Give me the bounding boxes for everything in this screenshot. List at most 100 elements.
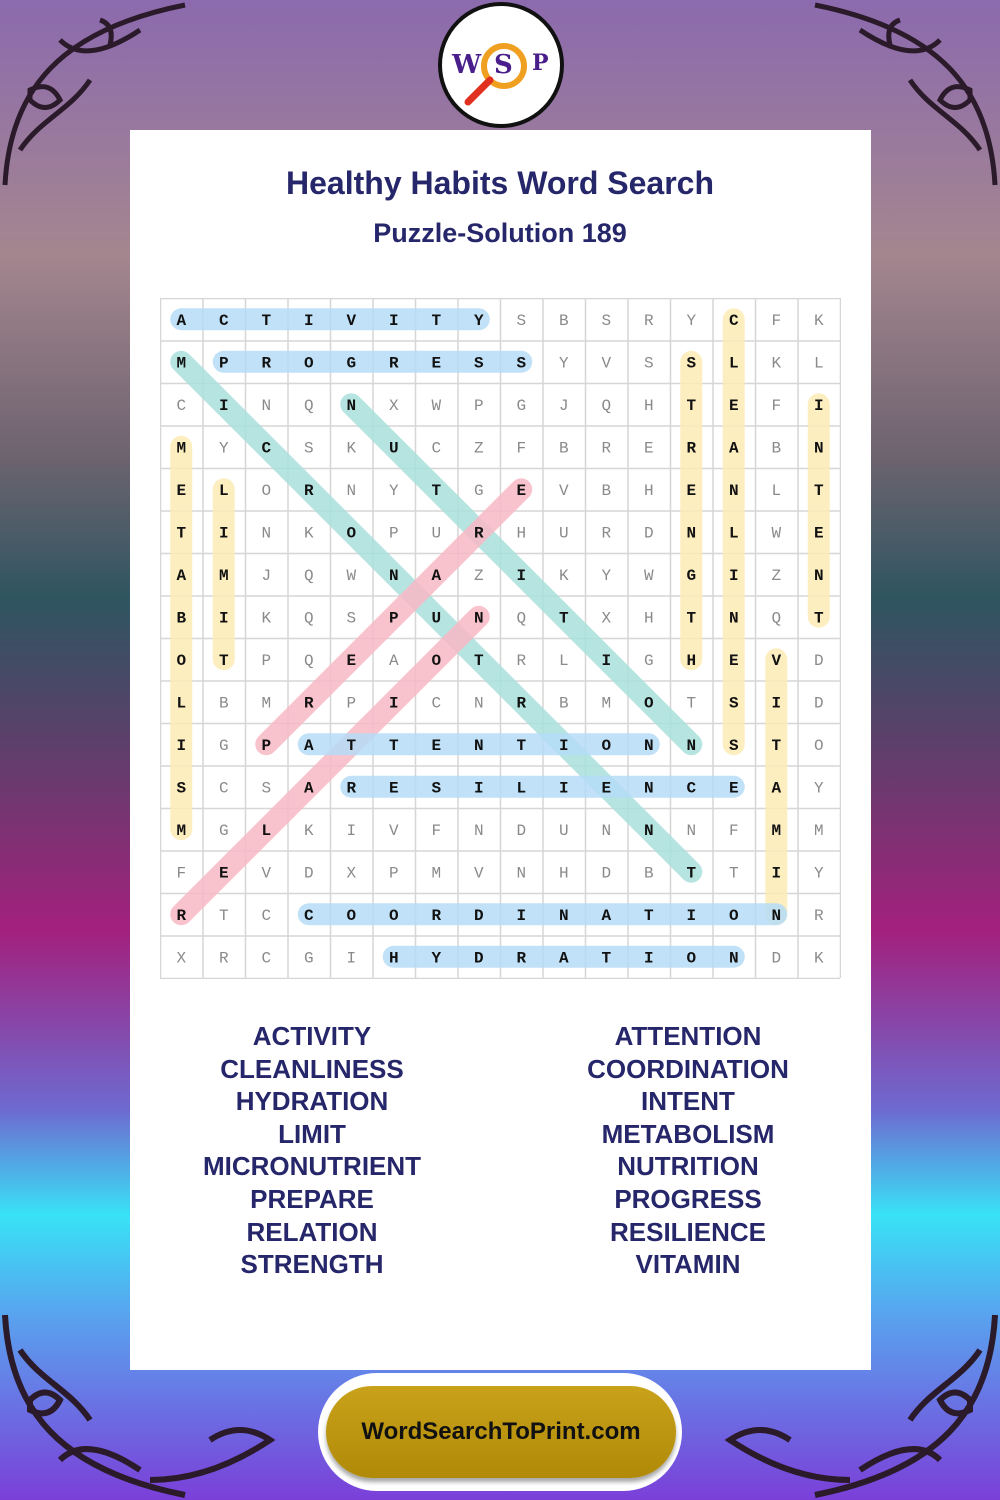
grid-cell[interactable]: P <box>261 737 271 755</box>
grid-cell[interactable]: D <box>304 864 314 882</box>
grid-cell[interactable]: A <box>431 567 441 585</box>
grid-cell[interactable]: N <box>729 609 739 627</box>
grid-cell[interactable]: V <box>559 482 569 500</box>
grid-cell[interactable]: T <box>261 312 271 330</box>
grid-cell[interactable]: G <box>346 354 356 372</box>
grid-cell[interactable]: R <box>601 524 611 542</box>
grid-cell[interactable]: L <box>771 482 781 500</box>
grid-cell[interactable]: G <box>644 652 654 670</box>
grid-cell[interactable]: R <box>219 949 229 967</box>
grid-cell[interactable]: G <box>304 949 314 967</box>
grid-cell[interactable]: N <box>814 567 824 585</box>
grid-cell[interactable]: E <box>601 779 611 797</box>
grid-cell[interactable]: H <box>389 949 399 967</box>
grid-cell[interactable]: H <box>644 482 654 500</box>
grid-cell[interactable]: L <box>261 822 271 840</box>
grid-cell[interactable]: B <box>559 439 569 457</box>
grid-cell[interactable]: N <box>814 439 824 457</box>
grid-cell[interactable]: V <box>389 822 399 840</box>
grid-cell[interactable]: D <box>771 949 781 967</box>
grid-cell[interactable]: Q <box>771 609 781 627</box>
grid-cell[interactable]: K <box>304 524 314 542</box>
grid-cell[interactable]: M <box>176 354 186 372</box>
grid-cell[interactable]: S <box>304 439 314 457</box>
grid-cell[interactable]: H <box>644 609 654 627</box>
grid-cell[interactable]: I <box>219 524 229 542</box>
grid-cell[interactable]: S <box>346 609 356 627</box>
grid-cell[interactable]: T <box>771 737 781 755</box>
grid-cell[interactable]: O <box>346 907 356 925</box>
grid-cell[interactable]: S <box>516 312 526 330</box>
grid-cell[interactable]: D <box>814 694 824 712</box>
grid-cell[interactable]: H <box>644 397 654 415</box>
grid-cell[interactable]: L <box>729 354 739 372</box>
grid-cell[interactable]: E <box>814 524 824 542</box>
grid-cell[interactable]: T <box>219 907 229 925</box>
grid-cell[interactable]: W <box>771 524 781 542</box>
grid-cell[interactable]: O <box>176 652 186 670</box>
grid-cell[interactable]: V <box>474 864 484 882</box>
grid-cell[interactable]: T <box>219 652 229 670</box>
grid-cell[interactable]: N <box>261 524 271 542</box>
grid-cell[interactable]: Q <box>304 652 314 670</box>
grid-cell[interactable]: T <box>814 482 824 500</box>
grid-cell[interactable]: M <box>176 822 186 840</box>
grid-cell[interactable]: A <box>729 439 739 457</box>
grid-cell[interactable]: A <box>304 737 314 755</box>
grid-cell[interactable]: P <box>219 354 229 372</box>
grid-cell[interactable]: E <box>729 652 739 670</box>
grid-cell[interactable]: M <box>261 694 271 712</box>
grid-cell[interactable]: T <box>431 482 441 500</box>
grid-cell[interactable]: N <box>686 524 696 542</box>
grid-cell[interactable]: I <box>389 694 399 712</box>
grid-cell[interactable]: O <box>389 907 399 925</box>
grid-cell[interactable]: B <box>559 312 569 330</box>
grid-cell[interactable]: Q <box>304 397 314 415</box>
grid-cell[interactable]: V <box>346 312 356 330</box>
grid-cell[interactable]: M <box>814 822 824 840</box>
grid-cell[interactable]: N <box>474 694 484 712</box>
grid-cell[interactable]: K <box>261 609 271 627</box>
grid-cell[interactable]: I <box>346 949 356 967</box>
grid-cell[interactable]: X <box>346 864 356 882</box>
grid-cell[interactable]: T <box>516 737 526 755</box>
grid-cell[interactable]: Q <box>516 609 526 627</box>
grid-cell[interactable]: I <box>559 779 569 797</box>
grid-cell[interactable]: B <box>771 439 781 457</box>
grid-cell[interactable]: S <box>686 354 696 372</box>
grid-cell[interactable]: P <box>389 524 399 542</box>
grid-cell[interactable]: S <box>516 354 526 372</box>
grid-cell[interactable]: R <box>346 779 356 797</box>
grid-cell[interactable]: N <box>729 949 739 967</box>
grid-cell[interactable]: B <box>176 609 186 627</box>
grid-cell[interactable]: E <box>516 482 526 500</box>
grid-cell[interactable]: C <box>431 439 441 457</box>
grid-cell[interactable]: N <box>516 864 526 882</box>
grid-cell[interactable]: D <box>814 652 824 670</box>
grid-cell[interactable]: T <box>644 907 654 925</box>
grid-cell[interactable]: I <box>771 864 781 882</box>
grid-cell[interactable]: E <box>431 354 441 372</box>
grid-cell[interactable]: O <box>346 524 356 542</box>
grid-cell[interactable]: I <box>219 609 229 627</box>
grid-cell[interactable]: T <box>431 312 441 330</box>
grid-cell[interactable]: S <box>729 694 739 712</box>
grid-cell[interactable]: A <box>176 312 186 330</box>
grid-cell[interactable]: P <box>474 397 484 415</box>
grid-cell[interactable]: I <box>474 779 484 797</box>
grid-cell[interactable]: M <box>771 822 781 840</box>
grid-cell[interactable]: T <box>474 652 484 670</box>
grid-cell[interactable]: C <box>304 907 314 925</box>
grid-cell[interactable]: N <box>474 609 484 627</box>
grid-cell[interactable]: V <box>261 864 271 882</box>
grid-cell[interactable]: V <box>771 652 781 670</box>
grid-cell[interactable]: A <box>304 779 314 797</box>
grid-cell[interactable]: T <box>686 864 696 882</box>
grid-cell[interactable]: A <box>176 567 186 585</box>
grid-cell[interactable]: H <box>559 864 569 882</box>
grid-cell[interactable]: U <box>559 822 569 840</box>
grid-cell[interactable]: B <box>644 864 654 882</box>
grid-cell[interactable]: E <box>729 779 739 797</box>
grid-cell[interactable]: I <box>601 652 611 670</box>
grid-cell[interactable]: Q <box>601 397 611 415</box>
